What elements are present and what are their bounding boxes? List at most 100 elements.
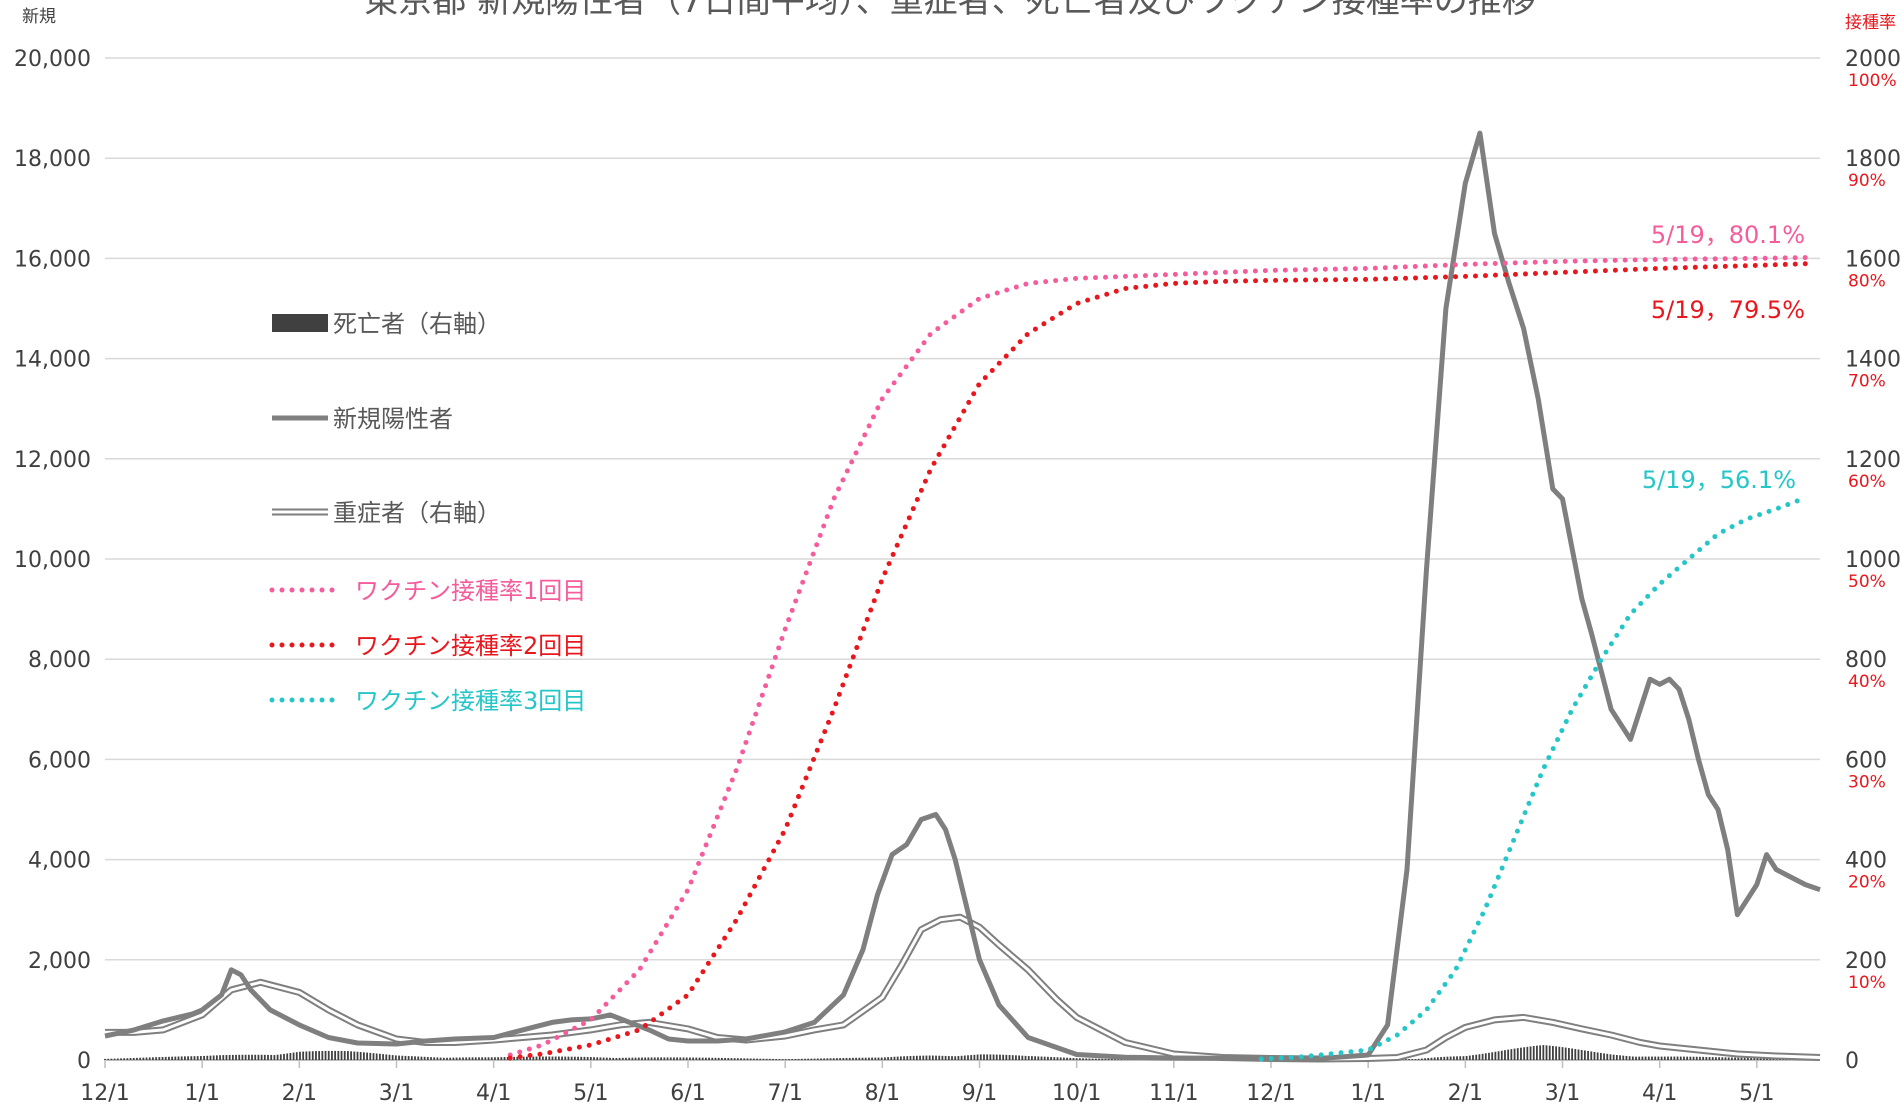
- death-bar: [919, 1055, 921, 1060]
- death-bar: [126, 1058, 129, 1060]
- annotation-label: 5/19，80.1%: [1651, 221, 1805, 249]
- death-bar: [1683, 1056, 1685, 1060]
- death-bar: [727, 1058, 730, 1060]
- death-bar: [682, 1057, 685, 1060]
- death-bar: [1759, 1058, 1762, 1060]
- death-bar: [235, 1054, 237, 1060]
- death-bar: [781, 1059, 784, 1060]
- death-bar: [516, 1056, 519, 1060]
- death-bar: [970, 1055, 973, 1060]
- death-bar: [1031, 1056, 1033, 1060]
- death-bar: [171, 1056, 174, 1060]
- death-bar: [407, 1056, 410, 1060]
- death-bar: [1114, 1059, 1116, 1060]
- death-bar: [775, 1059, 778, 1060]
- death-bar: [148, 1057, 151, 1060]
- death-bar: [382, 1054, 384, 1060]
- death-bar: [714, 1057, 717, 1060]
- death-bar: [1427, 1057, 1430, 1060]
- death-bar: [1404, 1059, 1407, 1060]
- death-bar: [657, 1057, 659, 1060]
- death-bar: [398, 1055, 400, 1060]
- death-bar: [1424, 1058, 1426, 1060]
- death-bar: [324, 1050, 327, 1060]
- death-bar: [1673, 1056, 1676, 1060]
- death-bar: [350, 1051, 353, 1060]
- death-bar: [1609, 1054, 1612, 1060]
- death-bar: [1484, 1053, 1487, 1060]
- death-bar: [110, 1058, 113, 1060]
- death-bar: [1408, 1059, 1410, 1060]
- death-bar: [487, 1057, 490, 1060]
- death-bar: [1056, 1057, 1059, 1060]
- death-bar: [113, 1058, 116, 1060]
- death-bar: [1590, 1051, 1593, 1060]
- legend-label: 重症者（右軸）: [333, 499, 501, 527]
- death-bar: [989, 1054, 992, 1060]
- death-bar: [161, 1056, 164, 1060]
- death-bar: [1699, 1056, 1701, 1060]
- death-bar: [1500, 1050, 1503, 1060]
- death-bar: [299, 1051, 301, 1060]
- death-bar: [506, 1056, 509, 1060]
- death-bar: [855, 1057, 858, 1060]
- death-bar: [580, 1056, 583, 1060]
- death-bar: [634, 1057, 637, 1060]
- death-bar: [947, 1056, 950, 1060]
- death-bar: [551, 1056, 554, 1060]
- death-bar: [391, 1055, 394, 1060]
- death-bar: [1040, 1056, 1043, 1060]
- right-y-percent-label: 50%: [1848, 572, 1886, 592]
- death-bar: [810, 1058, 813, 1060]
- death-bar: [631, 1057, 634, 1060]
- death-bar: [545, 1056, 547, 1060]
- x-tick-label: 1/1: [184, 1081, 219, 1104]
- death-bar: [1542, 1045, 1545, 1060]
- death-bar: [276, 1054, 279, 1060]
- death-bar: [465, 1057, 468, 1060]
- death-bar: [1619, 1055, 1621, 1060]
- death-bar: [685, 1057, 688, 1060]
- death-bar: [337, 1050, 340, 1060]
- death-bar: [1743, 1057, 1746, 1060]
- death-bar: [359, 1052, 362, 1060]
- death-bar: [353, 1051, 356, 1060]
- death-bar: [1567, 1048, 1570, 1060]
- death-bar: [797, 1058, 800, 1060]
- death-bar: [139, 1057, 142, 1060]
- left-y-axis: 0 2,000 4,000 6,000 8,000 10,000 12,000 14,000 1…: [14, 47, 91, 1074]
- death-bar: [203, 1055, 205, 1060]
- death-bar: [436, 1057, 439, 1060]
- death-bar: [289, 1053, 292, 1060]
- death-bar: [922, 1055, 925, 1060]
- death-bar: [1047, 1056, 1049, 1060]
- death-bar: [500, 1057, 503, 1060]
- death-bar: [378, 1053, 381, 1060]
- death-bar: [132, 1057, 135, 1060]
- left-y-tick-label: 14,000: [14, 348, 91, 373]
- death-bar: [772, 1058, 774, 1060]
- death-bar: [1574, 1048, 1577, 1060]
- death-bar: [1513, 1048, 1516, 1060]
- x-tick-label: 5/1: [1739, 1081, 1774, 1104]
- death-bar: [187, 1056, 190, 1060]
- left-y-tick-label: 8,000: [28, 648, 91, 673]
- death-bar: [177, 1056, 180, 1060]
- death-bar: [941, 1055, 944, 1060]
- death-bar: [1737, 1057, 1740, 1060]
- death-bar: [893, 1056, 896, 1060]
- death-bar: [158, 1057, 161, 1060]
- death-bar: [532, 1056, 535, 1060]
- death-bar: [1641, 1056, 1644, 1060]
- death-bar: [1552, 1045, 1554, 1060]
- death-bar: [791, 1059, 794, 1060]
- death-bar: [676, 1057, 679, 1060]
- death-bar: [155, 1057, 158, 1060]
- death-bar: [420, 1056, 423, 1060]
- death-bar: [541, 1056, 544, 1060]
- death-bar: [474, 1057, 477, 1060]
- death-bar: [292, 1052, 295, 1060]
- death-bar: [347, 1051, 349, 1060]
- death-bar: [858, 1057, 861, 1060]
- death-bar: [625, 1057, 627, 1060]
